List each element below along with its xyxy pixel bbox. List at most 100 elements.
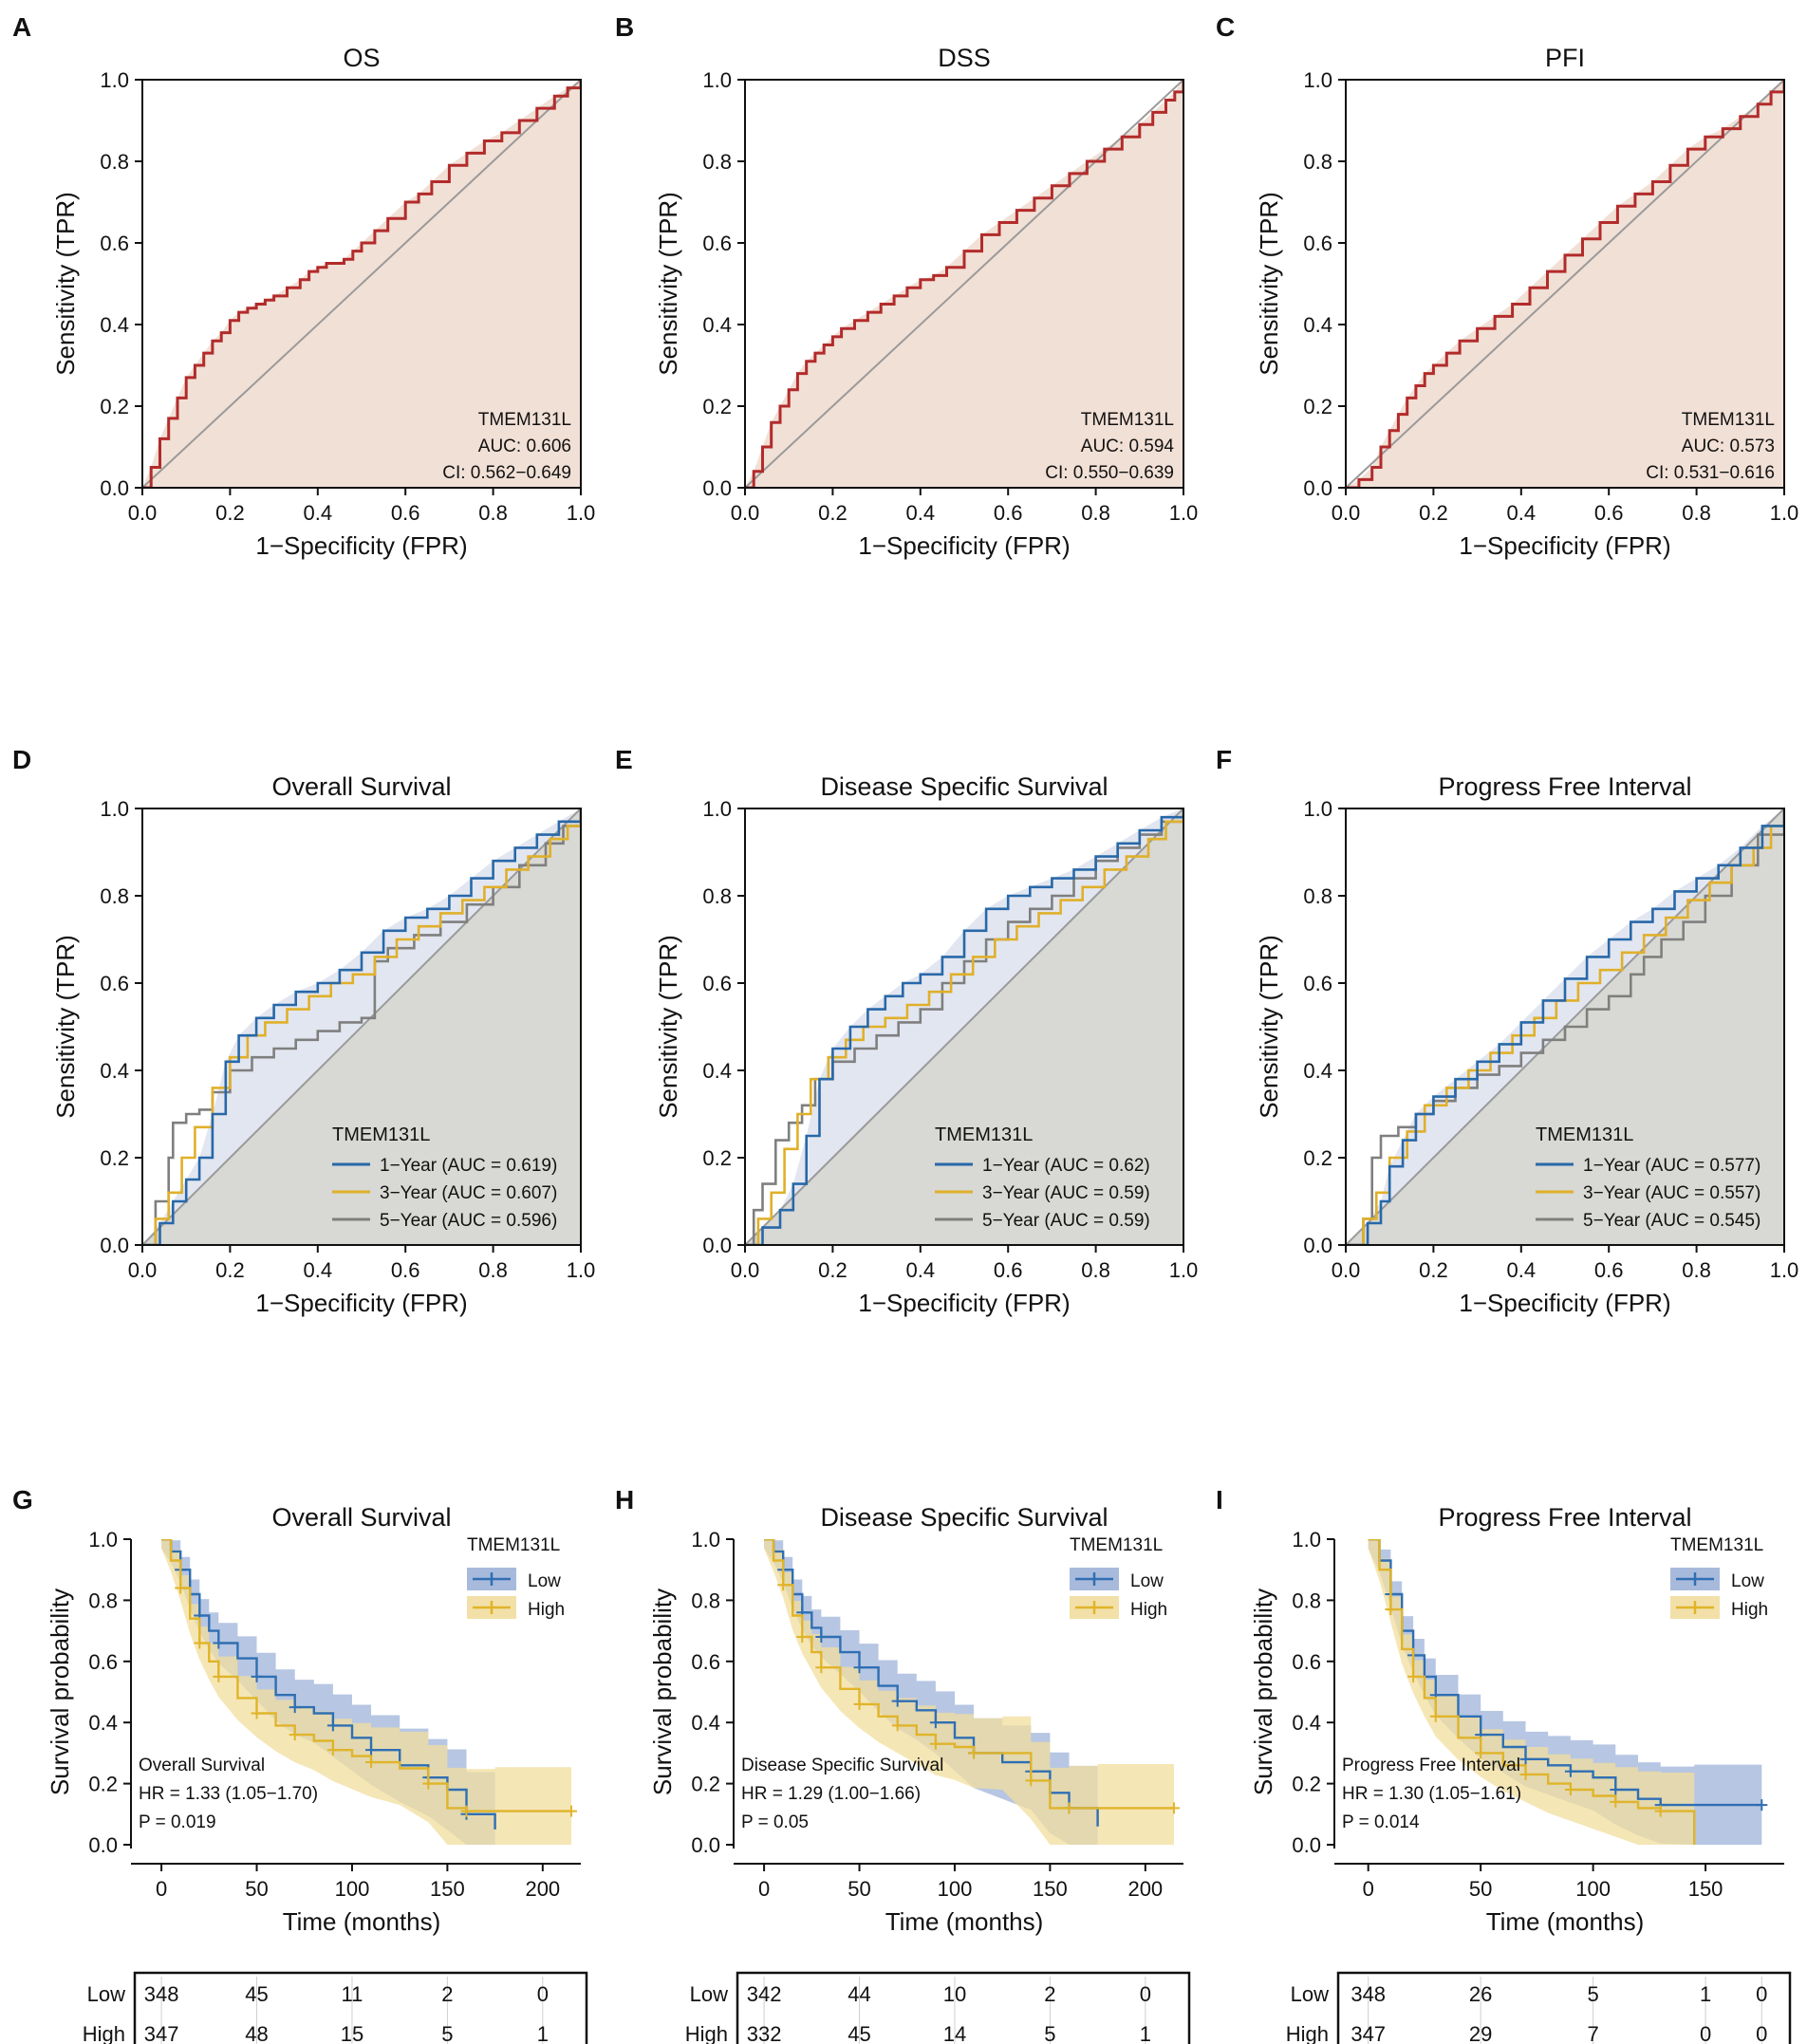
legend-label: 1−Year (AUC = 0.619) — [380, 1156, 557, 1176]
y-tick-label: 0.2 — [691, 1773, 720, 1796]
risk-count-low: 2 — [441, 1982, 453, 2006]
censor-mark — [365, 1756, 378, 1769]
risk-table-frame — [1336, 1971, 1792, 2044]
plot-area — [1346, 808, 1784, 1245]
ci-band-low — [1368, 1539, 1762, 1845]
x-tick-label: 100 — [938, 1877, 973, 1901]
risk-row-label-low: Low — [87, 1982, 125, 2006]
risk-row-label-high: High — [1286, 2022, 1329, 2044]
x-tick-label: 0.6 — [391, 1258, 420, 1282]
censor-mark — [1025, 1775, 1037, 1787]
y-tick-label: 0.8 — [1303, 150, 1332, 174]
y-tick-label: 0.0 — [702, 1234, 732, 1257]
censor-mark — [1610, 1784, 1622, 1796]
y-tick-label: 0.2 — [1303, 1146, 1332, 1170]
y-tick-label: 0.2 — [702, 395, 732, 418]
legend-title: TMEM131L — [935, 1124, 1033, 1145]
stats-title: Overall Survival — [139, 1756, 265, 1775]
x-tick-label: 0.8 — [1682, 1258, 1711, 1282]
plot-area — [142, 808, 581, 1245]
panel-letter: A — [12, 12, 31, 42]
y-tick-label: 0.8 — [1292, 1589, 1321, 1612]
survival-curve-high — [764, 1539, 1174, 1810]
legend-label: 1−Year (AUC = 0.62) — [982, 1156, 1150, 1176]
censor-mark — [213, 1637, 225, 1649]
risk-count-high: 15 — [341, 2022, 363, 2044]
risk-count-low: 2 — [1044, 1982, 1055, 2006]
x-tick-label: 0.4 — [304, 501, 333, 525]
censor-mark — [815, 1631, 828, 1644]
x-tick-label: 0.8 — [1081, 501, 1110, 525]
censor-mark — [1167, 1802, 1180, 1814]
x-tick-label: 200 — [525, 1877, 560, 1901]
legend-title: TMEM131L — [467, 1535, 560, 1555]
plot-frame — [744, 79, 1184, 489]
legend-label: High — [528, 1600, 565, 1620]
x-tick-label: 50 — [848, 1877, 870, 1901]
legend-title: TMEM131L — [1670, 1535, 1763, 1555]
x-tick-label: 100 — [335, 1877, 370, 1901]
plot-title: Progress Free Interval — [1438, 772, 1691, 801]
censor-mark — [1429, 1710, 1442, 1722]
y-tick-label: 1.0 — [691, 1528, 720, 1552]
x-axis-label: 1−Specificity (FPR) — [858, 531, 1070, 560]
censor-mark — [213, 1670, 225, 1682]
ci-band-high — [764, 1539, 1174, 1845]
censor-mark — [251, 1707, 263, 1719]
legend-label: 5−Year (AUC = 0.59) — [982, 1211, 1150, 1231]
censor-mark — [460, 1805, 473, 1817]
y-tick-label: 0.4 — [702, 1059, 732, 1083]
y-tick-label: 0.8 — [88, 1589, 118, 1612]
annotation-auc: AUC: 0.573 — [1682, 437, 1775, 456]
x-tick-label: 0.2 — [1419, 1258, 1448, 1282]
roc-curve — [1346, 80, 1784, 488]
y-tick-label: 0.2 — [1292, 1773, 1321, 1796]
x-tick-label: 0.0 — [1332, 501, 1361, 525]
roc-curve — [142, 80, 581, 488]
y-tick-label: 0.2 — [100, 1146, 129, 1170]
annotation-auc: AUC: 0.594 — [1081, 437, 1175, 456]
y-tick-label: 0.8 — [100, 150, 129, 174]
x-axis-label: Time (months) — [1486, 1907, 1645, 1936]
roc-curve-3-year — [142, 808, 581, 1245]
risk-count-low: 342 — [747, 1982, 782, 2006]
x-tick-label: 0.6 — [391, 501, 420, 525]
roc-curve — [745, 80, 1183, 488]
panel-letter: F — [1216, 745, 1232, 774]
censor-mark — [1475, 1747, 1487, 1759]
y-axis-label: Sensitivity (TPR) — [1255, 935, 1283, 1119]
y-tick-label: 0.0 — [1303, 476, 1332, 500]
x-tick-label: 0.0 — [731, 1258, 760, 1282]
stats-hr: HR = 1.29 (1.00−1.66) — [741, 1784, 921, 1804]
x-axis-label: 1−Specificity (FPR) — [1459, 1289, 1670, 1317]
risk-count-low: 1 — [1700, 1982, 1711, 2006]
risk-count-high: 7 — [1587, 2022, 1598, 2044]
y-tick-label: 0.6 — [691, 1650, 720, 1674]
x-tick-label: 0.2 — [818, 501, 848, 525]
stats-hr: HR = 1.33 (1.05−1.70) — [139, 1784, 318, 1804]
censor-mark — [194, 1637, 206, 1649]
legend-title: TMEM131L — [1536, 1124, 1633, 1145]
x-tick-label: 0.0 — [128, 1258, 158, 1282]
censor-mark — [891, 1719, 904, 1732]
annotation-gene: TMEM131L — [1081, 410, 1174, 430]
y-tick-label: 1.0 — [1303, 797, 1332, 821]
risk-count-high: 1 — [537, 2022, 549, 2044]
censor-mark — [1407, 1670, 1420, 1682]
x-tick-label: 0 — [156, 1877, 167, 1901]
censor-mark — [1564, 1784, 1576, 1796]
plot-frame — [141, 79, 582, 489]
censor-mark — [326, 1744, 339, 1756]
y-tick-label: 0.6 — [1303, 232, 1332, 255]
plot-area — [745, 80, 1183, 488]
y-axis-label: Survival probability — [1249, 1589, 1277, 1795]
x-axis-label: 1−Specificity (FPR) — [255, 1289, 467, 1317]
roc-curve-3-year — [745, 808, 1183, 1245]
plot-frame — [744, 808, 1184, 1246]
censor-mark — [853, 1662, 866, 1674]
censor-mark — [1385, 1604, 1397, 1616]
legend-label: High — [1731, 1600, 1768, 1620]
panel-letter: D — [12, 745, 31, 774]
survival-curve-high — [1368, 1539, 1696, 1845]
x-tick-label: 0.4 — [1507, 1258, 1537, 1282]
